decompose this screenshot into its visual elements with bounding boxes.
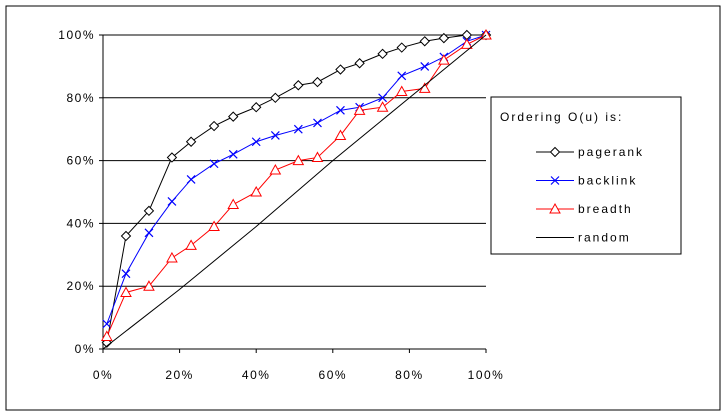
- data-point-pagerank: [166, 152, 178, 163]
- legend-item-backlink: backlink: [536, 174, 637, 188]
- series-random: [102, 34, 487, 350]
- y-tick-label: 80%: [66, 91, 95, 105]
- x-tick-label: 60%: [319, 368, 348, 382]
- x-tick-label: 80%: [395, 368, 424, 382]
- y-tick-label: 20%: [66, 279, 95, 293]
- data-point-breadth: [185, 239, 197, 250]
- data-point-pagerank: [228, 111, 239, 122]
- data-point-breadth: [166, 251, 178, 263]
- data-point-backlink: [336, 105, 345, 115]
- y-tick-label: 60%: [66, 154, 95, 168]
- axes: [102, 35, 486, 350]
- data-point-breadth: [461, 38, 473, 49]
- y-tick-label: 0%: [75, 342, 95, 356]
- legend-items: pagerank backlink breadth random: [536, 145, 644, 245]
- data-point-backlink: [144, 228, 154, 238]
- data-point-pagerank: [354, 58, 365, 69]
- data-point-backlink: [313, 118, 322, 128]
- legend-item-random: random: [536, 231, 631, 245]
- data-point-breadth: [353, 104, 366, 115]
- data-point-breadth: [120, 286, 132, 297]
- data-point-breadth: [208, 220, 220, 232]
- data-point-breadth: [311, 151, 324, 162]
- data-point-breadth: [376, 101, 389, 112]
- data-point-pagerank: [293, 80, 304, 91]
- data-point-backlink: [270, 131, 280, 140]
- data-point-breadth: [143, 280, 155, 291]
- data-point-backlink: [102, 319, 112, 329]
- data-point-pagerank: [377, 48, 388, 60]
- legend-label-breadth: breadth: [578, 202, 633, 216]
- series-group: [100, 28, 492, 350]
- legend-marker-pagerank: [549, 146, 561, 158]
- data-point-pagerank: [419, 36, 430, 47]
- x-tick-label: 40%: [242, 368, 271, 382]
- series-line-random: [102, 34, 487, 350]
- series-breadth: [100, 28, 492, 341]
- data-point-breadth: [227, 198, 240, 210]
- data-point-backlink: [228, 149, 238, 159]
- data-point-pagerank: [143, 205, 155, 217]
- data-point-pagerank: [335, 64, 346, 75]
- legend-label-random: random: [578, 231, 631, 245]
- data-point-pagerank: [396, 42, 407, 53]
- data-point-pagerank: [312, 76, 323, 88]
- data-point-backlink: [293, 124, 303, 134]
- data-point-backlink: [397, 71, 407, 81]
- data-point-pagerank: [270, 92, 281, 104]
- legend: Ordering O(u) is: pagerank backlink breadt…: [490, 96, 682, 255]
- data-point-pagerank: [208, 120, 220, 132]
- legend-item-pagerank: pagerank: [536, 145, 644, 159]
- x-tick-label: 20%: [165, 368, 194, 382]
- data-point-backlink: [420, 61, 430, 71]
- data-point-breadth: [334, 129, 347, 140]
- legend-marker-backlink: [550, 176, 560, 185]
- data-point-breadth: [100, 330, 113, 341]
- data-point-backlink: [121, 269, 131, 279]
- y-tick-label: 100%: [58, 28, 95, 42]
- grid-lines: [103, 34, 486, 287]
- data-point-breadth: [395, 85, 408, 97]
- legend-title: Ordering O(u) is:: [500, 110, 623, 124]
- data-point-pagerank: [120, 230, 132, 242]
- data-point-backlink: [186, 175, 196, 184]
- data-point-backlink: [378, 93, 388, 103]
- data-point-breadth: [269, 163, 282, 175]
- legend-label-pagerank: pagerank: [578, 145, 644, 159]
- legend-item-breadth: breadth: [536, 202, 633, 216]
- legend-marker-breadth: [549, 202, 561, 214]
- x-tick-label: 100%: [468, 368, 505, 382]
- x-tick-label: 0%: [93, 368, 113, 382]
- data-point-pagerank: [438, 32, 450, 44]
- data-point-breadth: [438, 54, 450, 65]
- legend-label-backlink: backlink: [578, 174, 637, 188]
- y-tick-label: 40%: [66, 216, 95, 230]
- data-point-backlink: [251, 137, 261, 147]
- data-point-backlink: [167, 196, 177, 206]
- data-point-pagerank: [250, 102, 262, 113]
- data-point-pagerank: [185, 136, 197, 147]
- data-point-breadth: [292, 154, 305, 166]
- legend-box: [490, 96, 682, 255]
- data-point-backlink: [209, 159, 219, 169]
- tick-labels: 0% 20% 40% 60% 80% 100% 0% 20% 40% 60% 80% 100%: [58, 28, 505, 382]
- data-point-breadth: [250, 185, 263, 197]
